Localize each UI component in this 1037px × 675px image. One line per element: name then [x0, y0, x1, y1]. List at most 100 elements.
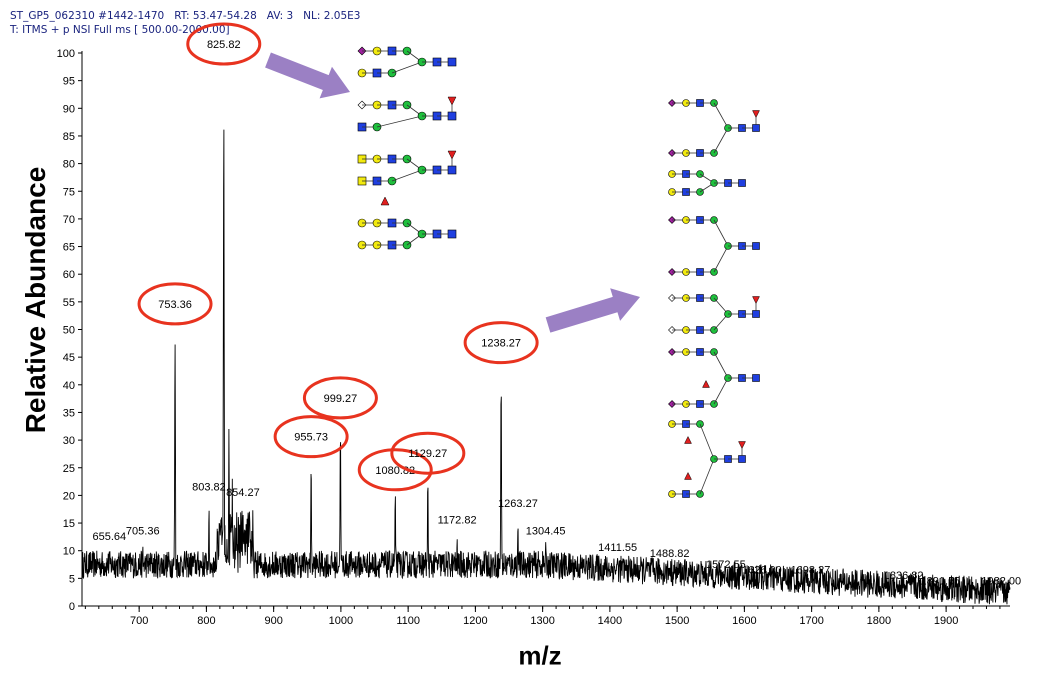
glcnac-square: [752, 242, 760, 250]
x-tick-label: 700: [130, 615, 148, 627]
glycan-linkage: [713, 245, 729, 273]
fucose-triangle: [752, 110, 760, 119]
peak-label: 825.82: [207, 39, 241, 51]
fucose-triangle: [752, 296, 760, 305]
y-tick-label: 90: [63, 103, 75, 115]
peak-label: 803.82: [192, 481, 226, 493]
peak-label: 1698.27: [791, 564, 831, 576]
peak-label: 1411.55: [598, 542, 637, 554]
x-tick-label: 1800: [867, 615, 891, 627]
y-tick-label: 75: [63, 186, 75, 198]
peak-label: 753.36: [158, 299, 192, 311]
y-tick-label: 5: [69, 573, 75, 585]
peak-label: 1129.27: [408, 448, 447, 460]
peak-label: 1238.27: [481, 338, 521, 350]
x-tick-label: 1100: [396, 615, 420, 627]
peak-highlight-circle: [273, 415, 349, 459]
scan-filter: T: ITMS + p NSI Full ms [ 500.00-2000.00…: [10, 24, 230, 36]
peak-label: 655.64: [93, 531, 127, 543]
y-tick-label: 55: [63, 297, 75, 309]
fucose-triangle: [738, 441, 746, 450]
x-tick-label: 900: [264, 615, 282, 627]
arrow-to-825-structures: [265, 52, 350, 99]
glycan-linkage: [391, 61, 423, 74]
peak-highlight-circle: [137, 282, 213, 326]
arrow-to-1238-structures: [545, 288, 640, 333]
glcnac-square: [752, 374, 760, 382]
peak-label: 705.36: [126, 526, 160, 538]
y-tick-label: 20: [63, 490, 75, 502]
glcnac-square: [447, 111, 457, 121]
fucose-triangle: [380, 196, 390, 206]
peak-highlight-circle: [390, 431, 466, 475]
scan-header: ST_GP5_062310 #1442-1470 RT: 53.47-54.28…: [10, 10, 361, 22]
glycan-linkage: [699, 423, 715, 460]
fucose-triangle: [684, 471, 692, 480]
y-tick-label: 10: [63, 546, 75, 558]
x-tick-label: 1400: [598, 615, 622, 627]
peak-label: 1626.00: [742, 564, 782, 576]
glcnac-square: [447, 57, 457, 67]
peak-highlight-circle: [302, 376, 378, 420]
x-tick-label: 1900: [934, 615, 958, 627]
glycan-linkage: [713, 127, 729, 154]
y-tick-label: 65: [63, 242, 75, 254]
glcnac-square: [752, 124, 760, 132]
x-tick-label: 1600: [732, 615, 756, 627]
glcnac-square: [752, 310, 760, 318]
fucose-triangle: [684, 435, 692, 444]
y-tick-label: 0: [69, 601, 75, 613]
x-tick-label: 1300: [530, 615, 554, 627]
peak-label: 1304.45: [526, 526, 566, 538]
x-tick-label: 800: [197, 615, 215, 627]
glcnac-square: [447, 229, 457, 239]
y-tick-label: 35: [63, 407, 75, 419]
x-tick-label: 1700: [799, 615, 823, 627]
peak-highlight-circle: [186, 22, 262, 66]
y-axis-label-box: [0, 110, 62, 496]
glcnac-square: [738, 455, 746, 463]
peak-highlight-circle: [357, 448, 433, 492]
peak-label: 1982.00: [981, 575, 1021, 587]
y-tick-label: 95: [63, 76, 75, 88]
glycan-linkage: [713, 377, 729, 405]
glycan-linkage: [376, 115, 423, 128]
y-tick-label: 50: [63, 325, 75, 337]
x-tick-label: 1000: [329, 615, 353, 627]
glcnac-square: [738, 179, 746, 187]
y-tick-label: 40: [63, 380, 75, 392]
peak-label: 1891.55: [921, 575, 961, 587]
glcnac-square: [447, 165, 457, 175]
peak-label: 1172.82: [438, 515, 477, 527]
peak-label: 854.27: [226, 487, 260, 499]
glycan-linkage: [391, 169, 423, 182]
y-tick-label: 80: [63, 159, 75, 171]
fucose-triangle: [447, 96, 457, 106]
fucose-triangle: [702, 379, 710, 388]
fucose-triangle: [447, 150, 457, 160]
y-tick-label: 15: [63, 518, 75, 530]
spectrum-trace: [81, 129, 1011, 605]
peak-label: 955.73: [294, 432, 328, 444]
y-tick-label: 45: [63, 352, 75, 364]
x-axis-title: m/z: [518, 640, 562, 671]
y-axis-title: Relative Abundance: [20, 166, 51, 434]
y-tick-label: 85: [63, 131, 75, 143]
x-tick-label: 1500: [665, 615, 689, 627]
peak-highlight-circle: [463, 321, 539, 365]
y-tick-label: 25: [63, 463, 75, 475]
y-tick-label: 100: [57, 48, 75, 60]
peak-label: 1263.27: [498, 498, 538, 510]
peak-label: 1488.82: [650, 548, 690, 560]
glycan-linkage: [713, 102, 729, 129]
y-tick-label: 30: [63, 435, 75, 447]
glycan-linkage: [713, 351, 729, 379]
glycan-linkage: [699, 458, 715, 495]
x-tick-label: 1200: [463, 615, 487, 627]
y-tick-label: 70: [63, 214, 75, 226]
glycan-linkage: [713, 219, 729, 247]
y-tick-label: 60: [63, 269, 75, 281]
peak-label: 1836.82: [884, 570, 924, 582]
